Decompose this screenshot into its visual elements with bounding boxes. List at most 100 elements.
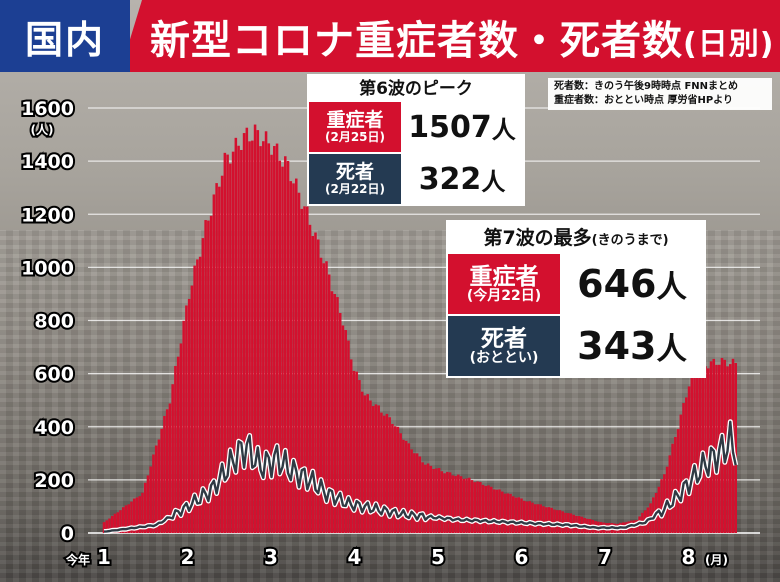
severe-bar: [226, 154, 229, 533]
callout-wave7: 第7波の最多(きのうまで) 重症者 (今月22日) 646 人 死者 (おととい)…: [446, 220, 706, 378]
severe-bar: [674, 437, 677, 533]
severe-bar: [275, 143, 279, 534]
severe-bar: [132, 498, 136, 533]
severe-bar: [380, 412, 383, 533]
severe-bar: [207, 220, 210, 533]
severe-bar: [468, 477, 471, 533]
severe-bar: [561, 511, 564, 533]
severe-bar: [371, 406, 375, 533]
severe-bar: [220, 175, 224, 534]
severe-value: 1507: [408, 109, 492, 145]
y-tick-label: 600: [34, 364, 74, 386]
severe-bar: [377, 405, 380, 533]
severe-bar: [251, 140, 254, 533]
severe-bar: [410, 449, 413, 533]
severe-bar: [295, 178, 298, 533]
severe-bar: [154, 445, 158, 533]
severe-bar: [338, 312, 342, 533]
severe-bar: [457, 474, 460, 533]
severe-bar: [481, 484, 485, 533]
severe-bar: [531, 502, 534, 533]
severe-bar: [495, 489, 499, 533]
severe-bar: [498, 489, 501, 533]
severe-bar: [138, 496, 141, 533]
severe-bar: [316, 239, 320, 533]
severe-bar: [470, 480, 474, 533]
severe-bar: [539, 504, 542, 533]
severe-bar: [698, 368, 702, 533]
severe-bar: [358, 380, 361, 533]
severe-bar: [193, 265, 196, 533]
severe-bar: [385, 413, 389, 533]
severe-bar: [245, 127, 249, 533]
callout-wave6: 第6波のピーク 重症者 (2月25日) 1507 人 死者 (2月22日) 322…: [307, 74, 525, 206]
deaths-date: (2月22日): [324, 181, 386, 196]
deaths-label: 死者: [481, 325, 527, 352]
severe-bar: [113, 513, 117, 533]
severe-bar: [237, 145, 240, 533]
severe-bar: [503, 493, 507, 533]
severe-bar: [462, 478, 466, 533]
severe-bar: [440, 471, 444, 533]
severe-date: (今月22日): [466, 287, 542, 304]
title-bar: [120, 0, 780, 72]
severe-bar: [553, 509, 556, 533]
severe-bar: [682, 403, 685, 533]
severe-bar: [415, 453, 419, 533]
severe-bar: [459, 476, 463, 533]
severe-bar: [476, 481, 479, 533]
severe-bar: [333, 294, 336, 533]
severe-bar: [215, 183, 218, 534]
callout-wave7-title-sub: (きのうまで): [591, 233, 669, 248]
severe-bar: [143, 482, 147, 533]
deaths-date: (おととい): [469, 349, 539, 366]
y-tick-label: 0: [61, 523, 74, 545]
severe-bar: [127, 504, 130, 533]
severe-bar: [690, 376, 694, 533]
title-paren: (日別): [683, 27, 775, 62]
severe-bar: [130, 501, 133, 533]
severe-bar: [212, 194, 216, 533]
source-severe: 重症者数：おととい時点 厚労省HPより: [554, 95, 733, 106]
severe-label: 重症者: [469, 263, 539, 290]
severe-bar: [687, 386, 691, 533]
severe-bar: [259, 146, 262, 533]
severe-bar: [347, 340, 350, 533]
severe-bar: [253, 124, 257, 534]
severe-bar: [542, 506, 545, 533]
severe-bar: [454, 475, 457, 533]
severe-bar: [685, 397, 688, 533]
severe-bar: [349, 359, 353, 533]
severe-bar: [660, 479, 663, 533]
severe-bar: [484, 486, 488, 533]
severe-bar: [297, 192, 301, 534]
severe-bar: [446, 471, 449, 533]
severe-bar: [341, 325, 345, 533]
deaths-line-path: [103, 420, 737, 533]
severe-bar: [355, 371, 358, 533]
severe-bar: [426, 463, 430, 533]
severe-bar: [281, 166, 284, 534]
severe-bar: [168, 403, 172, 533]
severe-bar: [325, 261, 328, 533]
severe-bar: [273, 146, 276, 533]
x-tick-label: 8: [682, 545, 696, 569]
severe-bar: [374, 404, 378, 533]
severe-bar: [715, 364, 718, 533]
severe-bar: [517, 497, 521, 533]
callout-wave7-row-severe: 重症者 (今月22日) 646 人: [448, 254, 704, 314]
severe-bar: [234, 137, 238, 533]
y-tick-label: 1200: [21, 204, 74, 226]
severe-date: (2月25日): [324, 129, 386, 144]
severe-bar: [525, 501, 529, 533]
callout-wave6-row-deaths: 死者 (2月22日) 322 人: [309, 152, 523, 204]
header: 国内 新型コロナ重症者数・死者数(日別): [0, 0, 780, 72]
severe-bar: [157, 439, 161, 533]
severe-bar: [528, 501, 532, 533]
severe-bar: [327, 274, 331, 533]
x-axis: 1 2 3 4 5 6 7 8 今年 (月): [63, 543, 730, 571]
severe-bar: [668, 455, 672, 533]
severe-bar: [490, 486, 493, 533]
callout-wave6-deaths-label: 死者 (2月22日): [309, 154, 401, 204]
